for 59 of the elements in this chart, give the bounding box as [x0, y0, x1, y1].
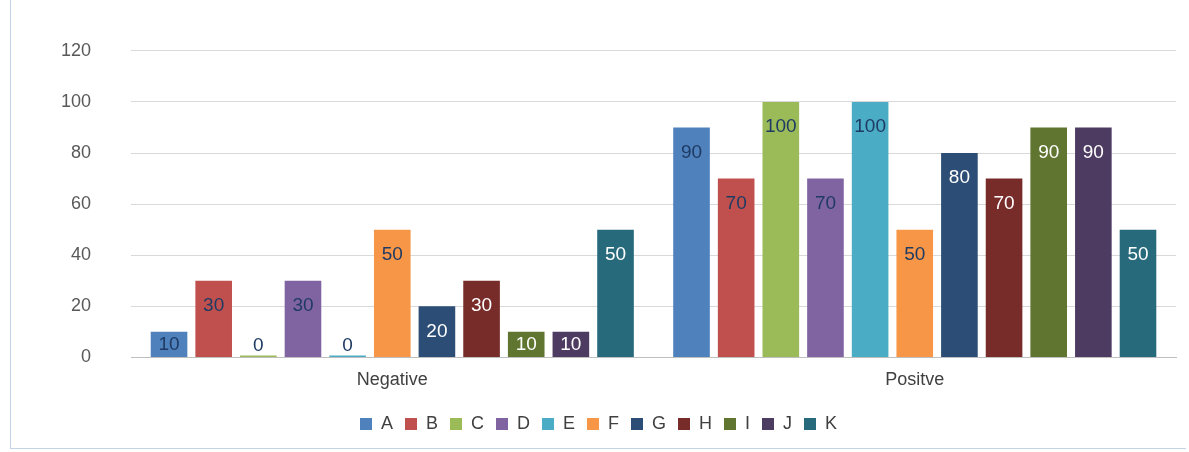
bar — [717, 178, 755, 357]
bar — [985, 178, 1023, 357]
data-label: 50 — [1127, 242, 1149, 264]
data-label: 50 — [604, 242, 627, 264]
bar — [673, 127, 710, 357]
bar — [1075, 127, 1112, 357]
y-tick-label: 100 — [60, 90, 92, 111]
bar — [807, 178, 844, 357]
data-label: 70 — [725, 191, 747, 213]
x-tick-label: Positve — [885, 369, 945, 390]
x-tick-label: Negative — [356, 369, 428, 390]
y-tick-label: 0 — [81, 346, 92, 367]
data-label: 70 — [814, 191, 837, 213]
bar — [195, 280, 232, 357]
bar — [896, 229, 934, 357]
data-label: 80 — [948, 166, 970, 188]
bar — [284, 280, 322, 357]
data-label: 50 — [381, 242, 403, 264]
bar — [597, 229, 634, 357]
bar — [373, 229, 411, 357]
data-label: 30 — [292, 293, 314, 315]
y-tick-label: 60 — [71, 193, 92, 214]
data-label: 70 — [993, 191, 1015, 213]
legend-label: K — [825, 412, 838, 433]
legend-label: G — [652, 412, 667, 433]
bar — [1030, 127, 1068, 357]
y-tick-label: 20 — [71, 295, 92, 316]
legend-label: E — [563, 412, 576, 433]
data-label: 10 — [515, 332, 537, 354]
legend-label: C — [471, 412, 484, 433]
bar — [941, 153, 978, 357]
y-tick-label: 80 — [71, 141, 92, 162]
data-label: 90 — [1038, 140, 1060, 162]
legend-label: J — [783, 412, 792, 433]
data-label: 100 — [854, 115, 886, 137]
y-tick-label: 120 — [60, 39, 92, 60]
legend-label: H — [699, 412, 712, 433]
legend-label: F — [608, 412, 620, 433]
bar — [463, 280, 500, 357]
data-label: 0 — [253, 333, 264, 355]
data-label: 20 — [426, 319, 448, 341]
legend-label: B — [426, 412, 439, 433]
data-label: 50 — [904, 242, 926, 264]
y-tick-label: 40 — [71, 244, 92, 265]
bar — [762, 101, 800, 357]
data-label: 30 — [203, 293, 225, 315]
data-label: 30 — [471, 293, 493, 315]
data-label: 100 — [764, 115, 797, 137]
bar — [1119, 229, 1157, 357]
legend-label: A — [380, 412, 394, 433]
legend-label: I — [745, 412, 751, 433]
legend-label: D — [517, 412, 530, 433]
bar — [851, 101, 889, 357]
data-label: 90 — [680, 140, 703, 162]
bar — [418, 306, 456, 357]
data-label: 10 — [560, 332, 582, 354]
data-label: 10 — [158, 332, 180, 354]
data-label: 0 — [342, 333, 353, 355]
data-label: 90 — [1082, 140, 1104, 162]
